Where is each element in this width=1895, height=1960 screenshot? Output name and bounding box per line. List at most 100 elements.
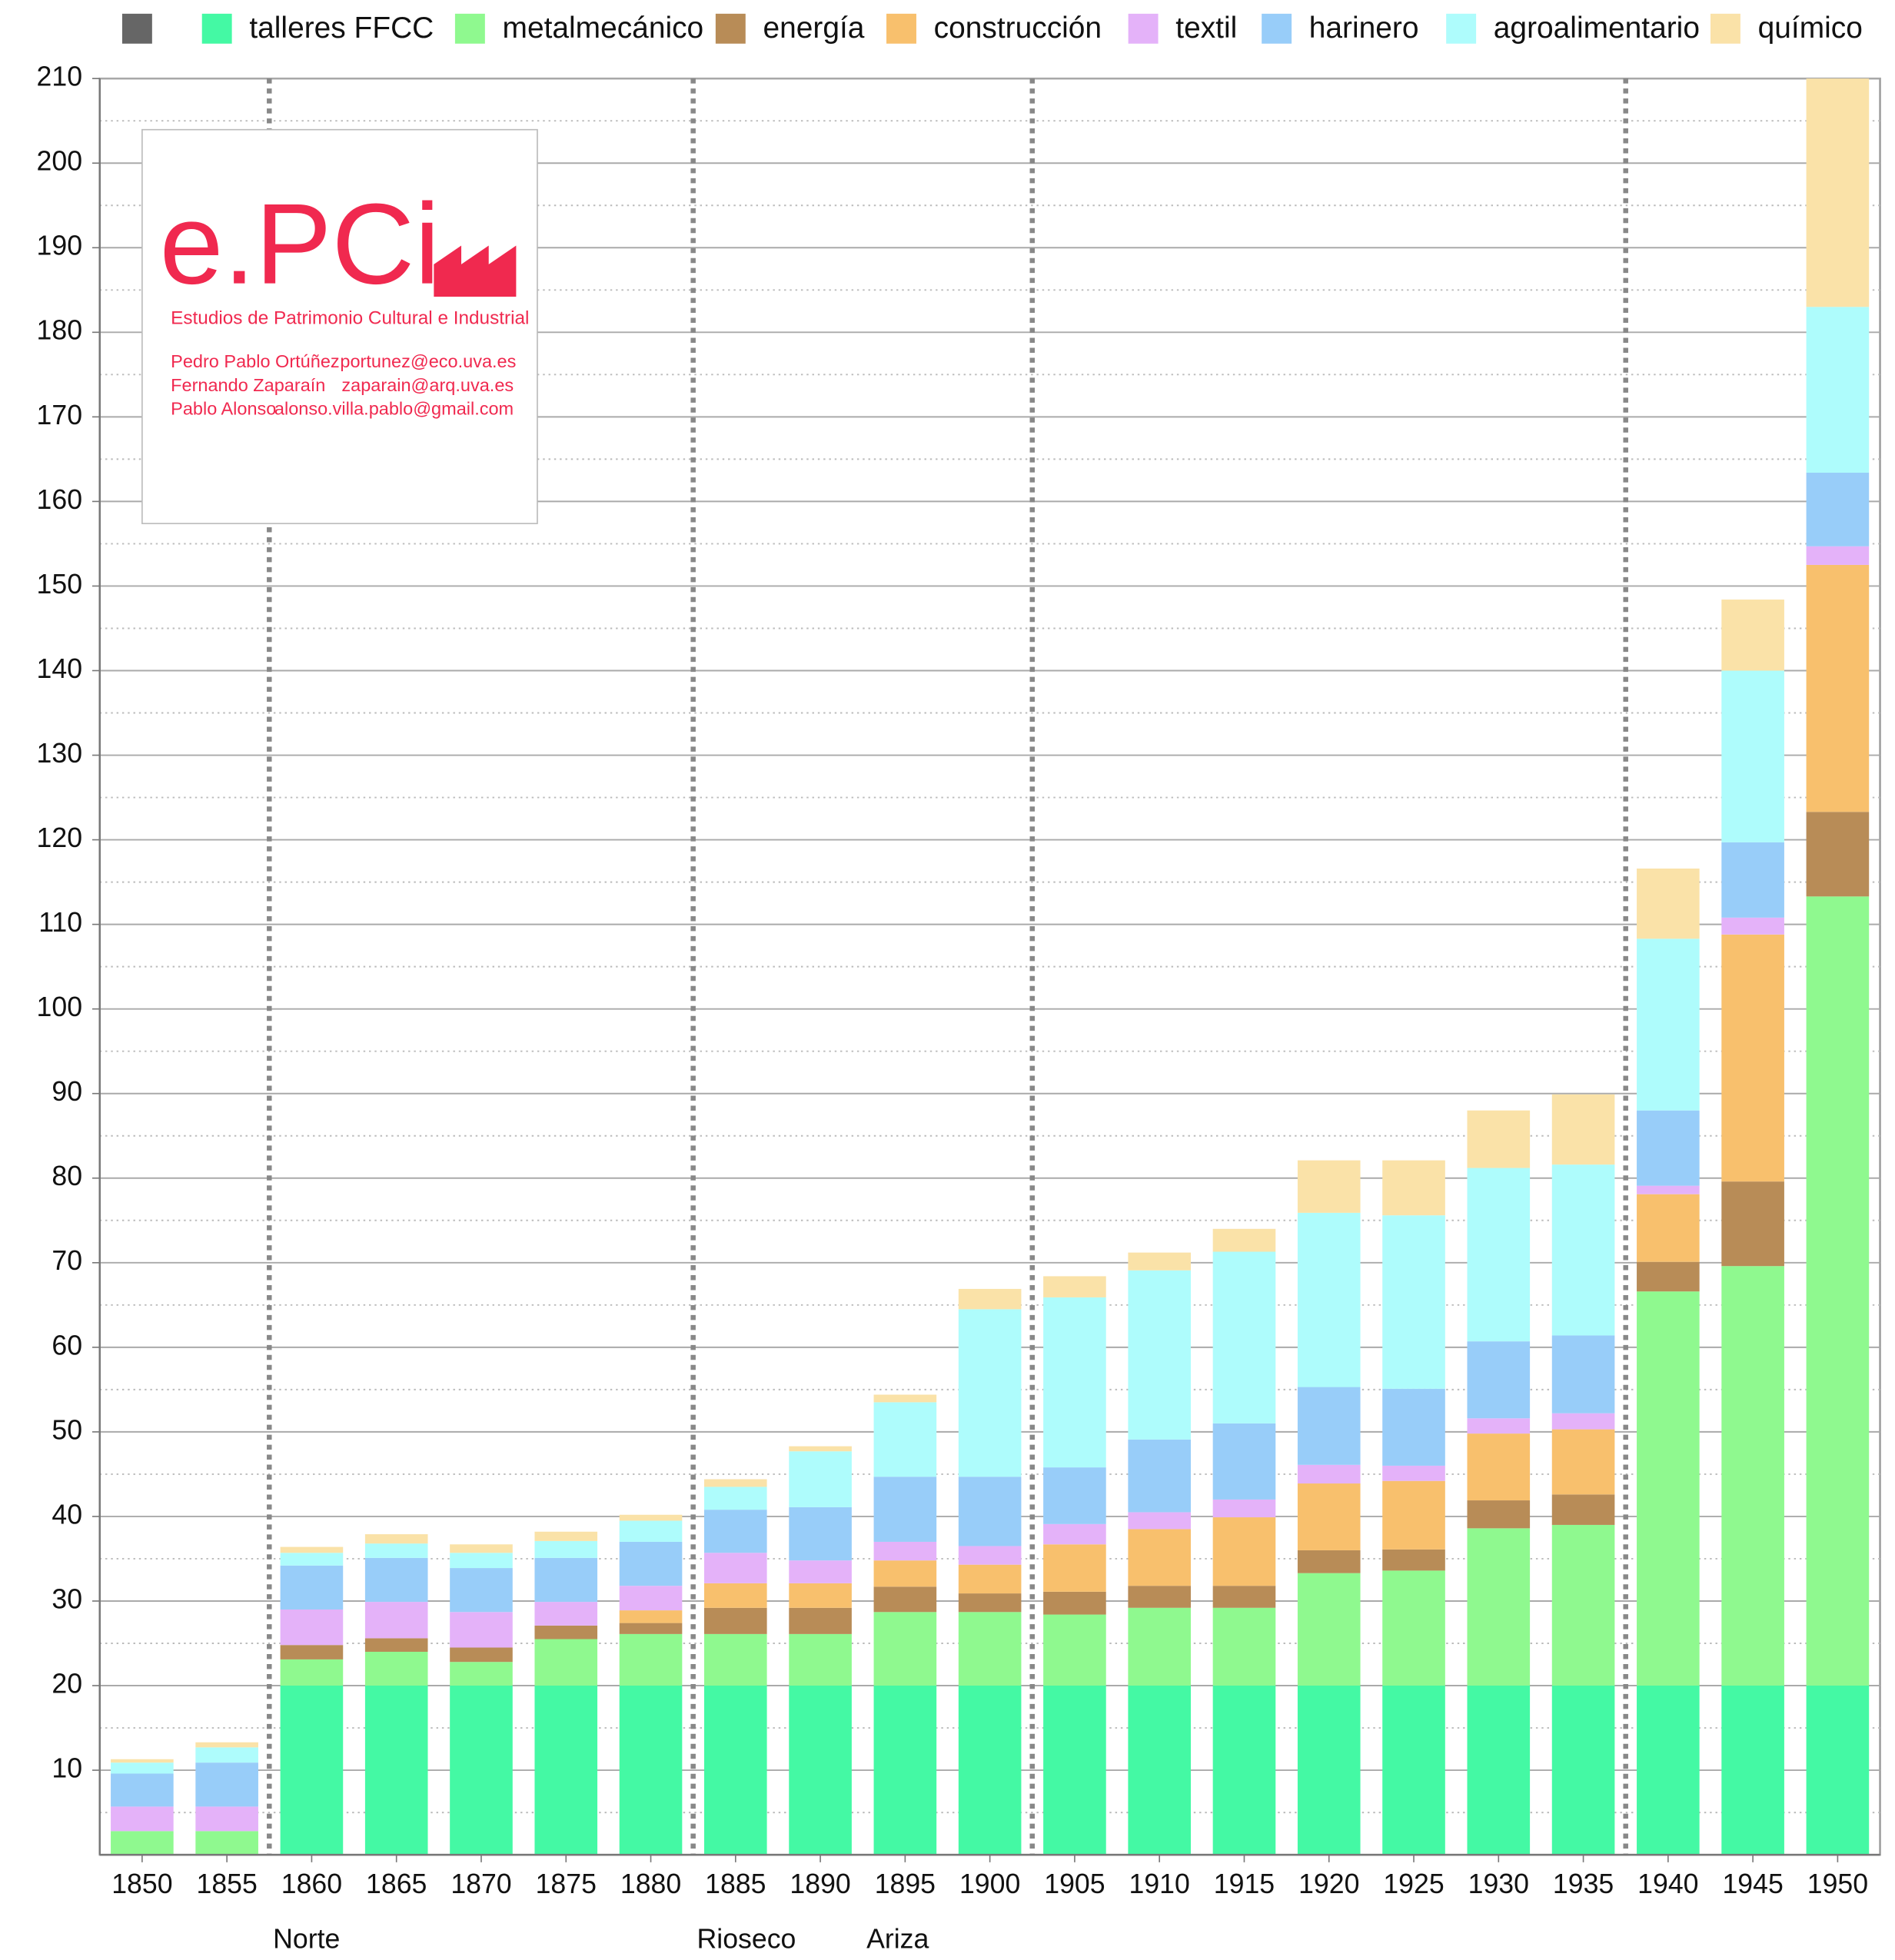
bar-segment — [619, 1623, 683, 1634]
bar-segment — [280, 1609, 344, 1646]
bar-segment — [1467, 1110, 1531, 1168]
bar-segment — [873, 1402, 937, 1477]
bar-segment — [1806, 812, 1870, 897]
bar-segment — [1721, 917, 1784, 935]
bar-segment — [1721, 1686, 1784, 1855]
bar-segment — [1551, 1094, 1615, 1165]
bar-segment — [364, 1602, 428, 1639]
y-tick-label: 200 — [37, 146, 82, 177]
bar-segment — [1637, 1291, 1700, 1686]
bar-segment — [280, 1553, 344, 1566]
y-tick-label: 140 — [37, 653, 82, 684]
legend-label: metalmecánico — [503, 12, 704, 45]
bar-segment — [1043, 1276, 1106, 1297]
bar-segment — [704, 1479, 767, 1487]
bar-segment — [1467, 1500, 1531, 1529]
bar-segment — [1551, 1413, 1615, 1430]
bar-segment — [958, 1477, 1022, 1546]
bar-segment — [1212, 1686, 1276, 1855]
legend-label: construcción — [934, 12, 1102, 45]
x-tick-label: 1920 — [1298, 1869, 1359, 1899]
legend-swatch — [121, 13, 152, 44]
bar-segment — [704, 1510, 767, 1553]
bar-segment — [1721, 670, 1784, 842]
bar-segment — [873, 1477, 937, 1542]
bar-segment — [450, 1568, 513, 1613]
legend-label: químico — [1758, 12, 1863, 45]
bar-segment — [534, 1540, 598, 1558]
bar-segment — [1382, 1465, 1445, 1481]
x-tick-label: 1880 — [620, 1869, 681, 1899]
contact-email: alonso.villa.pablo@gmail.com — [274, 399, 514, 419]
logo-title: e.PCi — [160, 180, 441, 308]
bar-segment — [1297, 1160, 1361, 1213]
y-tick-label: 170 — [37, 400, 82, 430]
x-tick-label: 1870 — [450, 1869, 511, 1899]
contact-email: zaparain@arq.uva.es — [341, 375, 514, 395]
bar-segment — [280, 1565, 344, 1610]
x-tick-label: 1865 — [366, 1869, 427, 1899]
bar-segment — [450, 1686, 513, 1855]
bar-segment — [111, 1806, 174, 1832]
bar-segment — [1212, 1586, 1276, 1608]
x-tick-label: 1905 — [1044, 1869, 1105, 1899]
legend-swatch — [715, 13, 746, 44]
bar-segment — [1467, 1168, 1531, 1342]
bar-segment — [1212, 1228, 1276, 1252]
contact-email: portunez@eco.uva.es — [340, 351, 516, 371]
bar-segment — [1637, 1686, 1700, 1855]
bar-segment — [1721, 1266, 1784, 1686]
x-tick-label: 1875 — [536, 1869, 597, 1899]
bar-segment — [958, 1564, 1022, 1594]
bar-segment — [1467, 1433, 1531, 1501]
annotation: Norte — [273, 1923, 340, 1954]
bar-segment — [111, 1831, 174, 1855]
bar-segment — [1806, 546, 1870, 565]
bar-segment — [619, 1586, 683, 1611]
bar-segment — [534, 1639, 598, 1686]
x-tick-label: 1895 — [875, 1869, 936, 1899]
x-tick-label: 1925 — [1383, 1869, 1444, 1899]
bar-segment — [1721, 1181, 1784, 1267]
y-tick-label: 190 — [37, 231, 82, 261]
x-tick-label: 1850 — [111, 1869, 172, 1899]
bar-segment — [1382, 1160, 1445, 1216]
bar-segment — [1806, 472, 1870, 546]
bar-segment — [364, 1652, 428, 1686]
bar-segment — [1297, 1550, 1361, 1573]
bar-segment — [873, 1560, 937, 1587]
x-tick-label: 1915 — [1214, 1869, 1275, 1899]
bar-segment — [534, 1531, 598, 1541]
bar-segment — [1551, 1429, 1615, 1495]
bar-segment — [195, 1806, 258, 1832]
bar-segment — [1382, 1686, 1445, 1855]
bar-segment — [1382, 1480, 1445, 1550]
legend-swatch — [1262, 13, 1292, 44]
y-tick-label: 210 — [37, 61, 82, 92]
bar-segment — [958, 1612, 1022, 1686]
bar-segment — [1297, 1212, 1361, 1387]
bar-segment — [364, 1543, 428, 1558]
bar-segment — [789, 1633, 852, 1686]
bar-segment — [1128, 1270, 1191, 1440]
y-tick-label: 120 — [37, 822, 82, 853]
y-tick-label: 30 — [52, 1583, 82, 1614]
bar-segment — [1043, 1467, 1106, 1524]
bar-segment — [1297, 1573, 1361, 1686]
y-tick-label: 180 — [37, 315, 82, 346]
bar-segment — [1128, 1252, 1191, 1271]
y-tick-label: 110 — [38, 907, 82, 938]
bar-segment — [280, 1686, 344, 1855]
bar-segment — [1721, 842, 1784, 918]
legend-swatch — [1446, 13, 1477, 44]
bar-segment — [195, 1742, 258, 1748]
logo: e.PCi Estudios de Patrimonio Cultural e … — [141, 128, 538, 524]
bar-segment — [1043, 1614, 1106, 1686]
bar-segment — [195, 1831, 258, 1855]
bar-segment — [1551, 1494, 1615, 1525]
y-tick-label: 20 — [52, 1668, 82, 1699]
bar-segment — [1382, 1388, 1445, 1466]
bar-segment — [1128, 1607, 1191, 1686]
y-tick-label: 50 — [52, 1414, 82, 1445]
legend-label: harinero — [1309, 12, 1419, 45]
